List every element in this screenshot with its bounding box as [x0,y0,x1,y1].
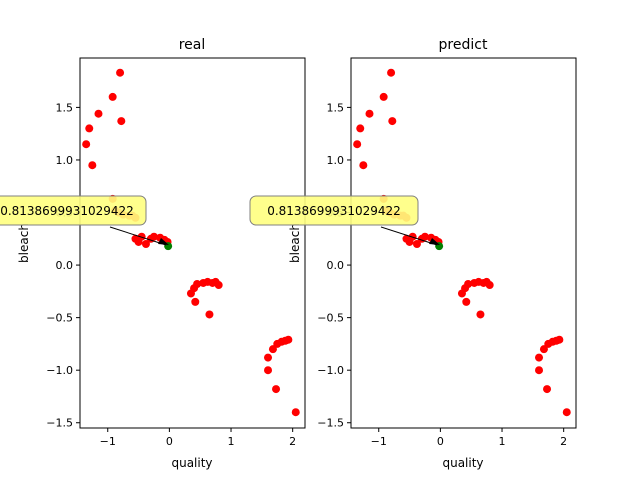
data-point [353,140,362,149]
data-point [94,109,103,118]
data-points [353,68,571,417]
data-point [191,297,200,306]
data-point [291,408,300,417]
data-point [264,353,273,362]
x-tick-label: 1 [499,435,506,448]
data-point [555,335,564,344]
data-point [85,124,94,133]
data-point [359,161,368,170]
data-point [388,117,397,126]
y-axis-label: bleach [17,223,31,263]
data-point [485,281,494,290]
annotation-text: 0.8138699931029422 [267,204,401,218]
data-point [214,281,223,290]
plot-frame [79,57,306,429]
annotation-arrow [109,226,167,246]
y-tick-label: −1.5 [46,417,73,430]
data-point [108,92,117,101]
annotation-arrowhead [429,238,440,245]
annotation-arrow [380,226,438,246]
data-point [356,124,365,133]
data-point [535,353,544,362]
data-point [149,232,158,241]
data-point [205,310,214,319]
y-tick-label: −0.5 [46,312,73,325]
y-tick-label: 1.5 [327,101,345,114]
x-tick-label: 2 [560,435,567,448]
y-axis-label: bleach [288,223,302,263]
data-point [535,366,544,375]
data-point [543,385,552,394]
x-tick-label: 0 [437,435,444,448]
data-point [412,240,421,249]
x-tick-label: 2 [289,435,296,448]
data-point [116,68,125,77]
data-point [420,232,429,241]
y-tick-label: 0.0 [56,259,74,272]
x-axis-label: quality [171,456,212,470]
data-point [272,385,281,394]
data-point [476,310,485,319]
x-ticks: −1 0 1 2 [100,428,296,448]
data-point [141,240,150,249]
data-point [464,279,473,288]
y-tick-label: 1.0 [56,154,74,167]
annotation-box [0,195,147,226]
y-tick-label: 1.0 [327,154,345,167]
data-point [387,68,396,77]
data-point [193,279,202,288]
y-tick-label: 0.0 [327,259,345,272]
plot-frame [350,57,577,429]
y-tick-label: −1.0 [46,364,73,377]
data-point [462,297,471,306]
x-tick-label: 1 [228,435,235,448]
y-tick-label: 1.5 [56,101,74,114]
data-point [365,109,374,118]
plot-title: real [179,37,206,53]
x-ticks: −1 0 1 2 [371,428,567,448]
y-tick-label: −0.5 [317,312,344,325]
x-tick-label: −1 [371,435,387,448]
y-tick-label: −1.5 [317,417,344,430]
annotation-text: 0.8138699931029422 [0,204,134,218]
x-axis-label: quality [442,456,483,470]
data-point [379,92,388,101]
plot-title: predict [439,37,488,53]
data-point [284,335,293,344]
value-annotation: 0.8138699931029422 [249,195,440,246]
data-point [264,366,273,375]
annotation-arrowhead [158,238,169,245]
y-tick-label: −1.0 [317,364,344,377]
data-point [562,408,571,417]
data-point [88,161,97,170]
x-tick-label: −1 [100,435,116,448]
data-point [117,117,126,126]
x-tick-label: 0 [166,435,173,448]
value-annotation: 0.8138699931029422 [0,195,169,246]
annotation-box [249,195,419,226]
data-point [82,140,91,149]
y-ticks: −1.5−1.0−0.50.00.51.01.5 [46,101,80,430]
